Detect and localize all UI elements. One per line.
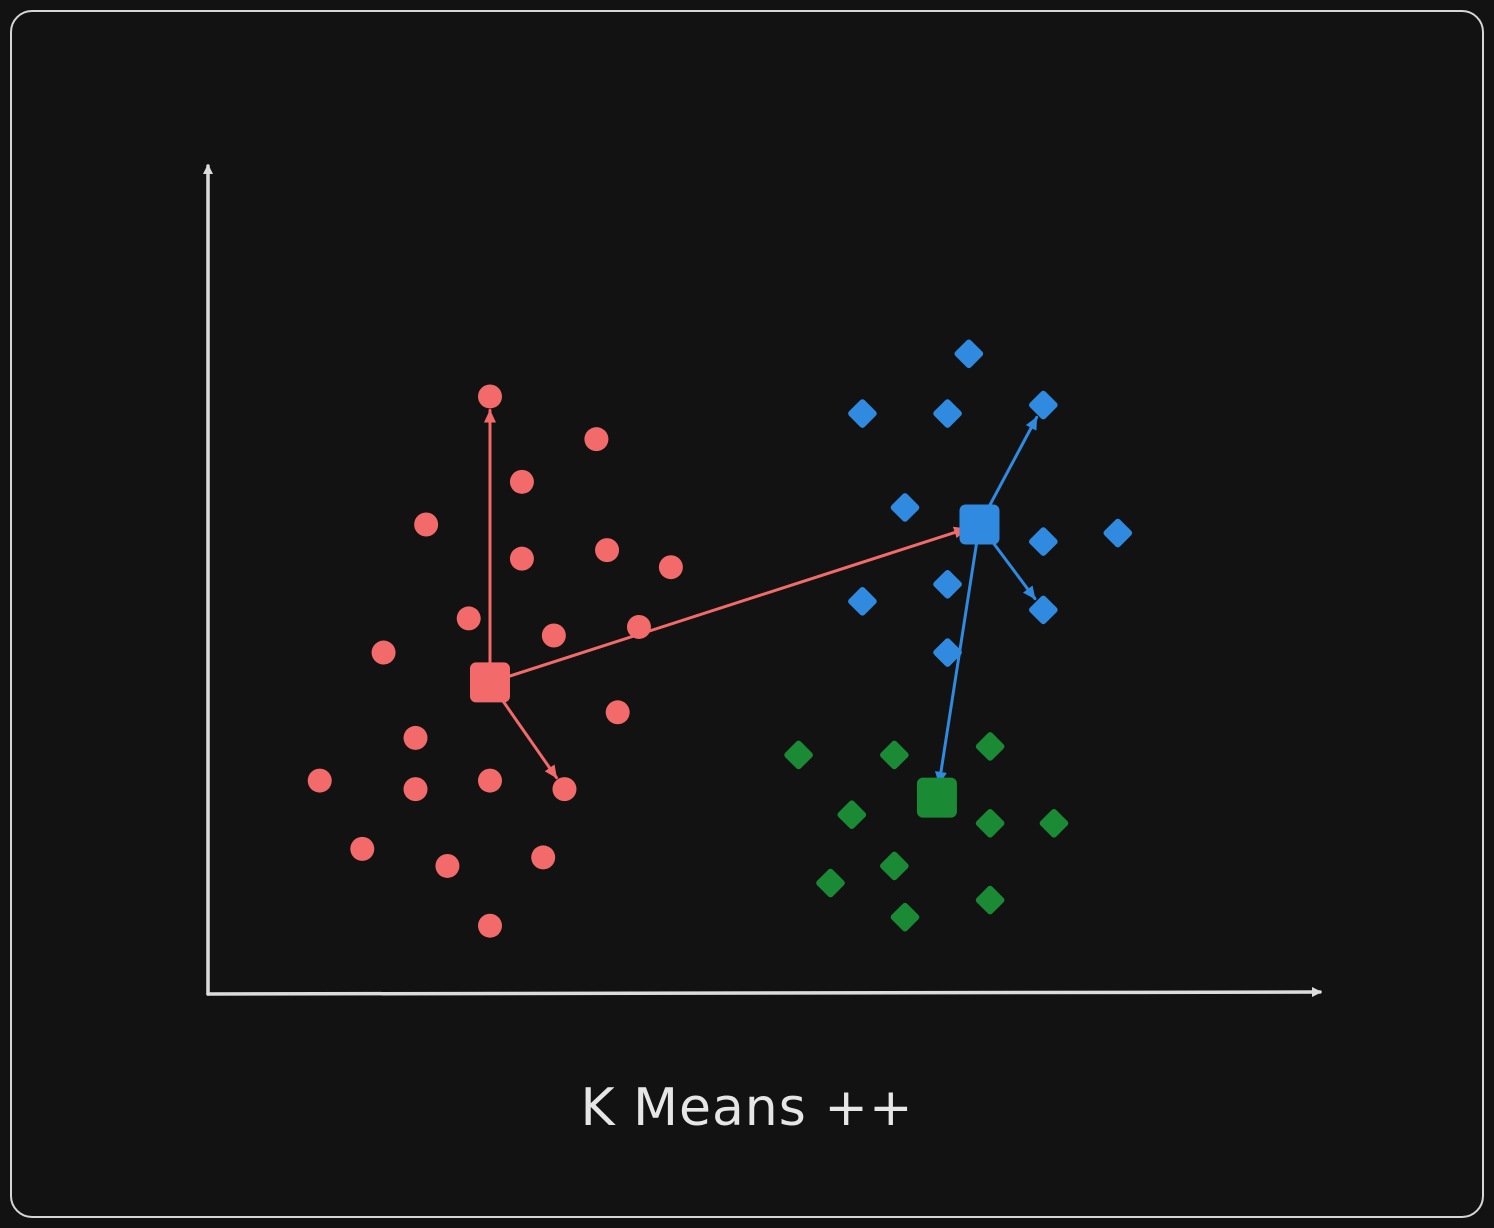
red-data-point bbox=[477, 913, 502, 938]
green-data-point bbox=[890, 902, 920, 932]
blue-data-point bbox=[933, 569, 962, 599]
red-data-point bbox=[509, 546, 534, 571]
red-centroid bbox=[469, 662, 510, 703]
green-data-point bbox=[880, 851, 909, 881]
blue-data-point bbox=[848, 587, 877, 616]
red-data-point bbox=[435, 853, 460, 878]
red-data-point bbox=[371, 640, 396, 665]
x-axis bbox=[206, 987, 1322, 998]
distance-arrows bbox=[483, 408, 1039, 786]
green-data-point bbox=[1039, 808, 1069, 838]
green-data-point bbox=[975, 808, 1005, 838]
blue-data-point bbox=[933, 638, 962, 667]
red-data-point bbox=[403, 777, 428, 802]
green-data-point bbox=[880, 740, 909, 770]
red-data-point bbox=[307, 768, 332, 793]
canvas-frame bbox=[10, 10, 1484, 1218]
red-data-point bbox=[541, 623, 566, 648]
blue-data-point bbox=[848, 399, 877, 428]
blue-data-point bbox=[1029, 390, 1058, 420]
blue-data-point bbox=[954, 339, 984, 369]
red-data-point bbox=[477, 768, 502, 793]
red-data-point bbox=[552, 777, 577, 802]
red-data-point bbox=[531, 845, 556, 870]
green-data-point bbox=[816, 868, 845, 898]
centroids bbox=[469, 504, 1000, 818]
red-data-point bbox=[658, 555, 683, 580]
red-data-point bbox=[626, 614, 651, 639]
green-data-point bbox=[784, 740, 813, 770]
green-centroid bbox=[916, 777, 957, 818]
blue-centroid bbox=[959, 504, 1000, 545]
red-data-point bbox=[456, 606, 481, 631]
red-data-point bbox=[403, 725, 428, 750]
red-data-point bbox=[605, 700, 630, 725]
blue-data-point bbox=[933, 399, 962, 428]
green-data-point bbox=[837, 800, 867, 830]
red-data-point bbox=[595, 538, 620, 563]
red-data-point bbox=[414, 512, 439, 537]
blue-data-point bbox=[1103, 518, 1133, 548]
green-data-point bbox=[975, 885, 1005, 915]
data-points bbox=[307, 339, 1133, 938]
blue-data-point bbox=[1029, 527, 1058, 556]
blue-data-point bbox=[1029, 595, 1058, 625]
red-data-point bbox=[350, 836, 375, 861]
green-data-point bbox=[975, 732, 1005, 761]
diagram-title: K Means ++ bbox=[580, 1078, 914, 1138]
axes bbox=[203, 164, 1322, 998]
red-distance-arrow-2 bbox=[488, 526, 968, 684]
red-data-point bbox=[477, 384, 502, 409]
red-data-point bbox=[509, 469, 534, 494]
blue-data-point bbox=[890, 493, 920, 522]
red-data-point bbox=[584, 427, 609, 452]
